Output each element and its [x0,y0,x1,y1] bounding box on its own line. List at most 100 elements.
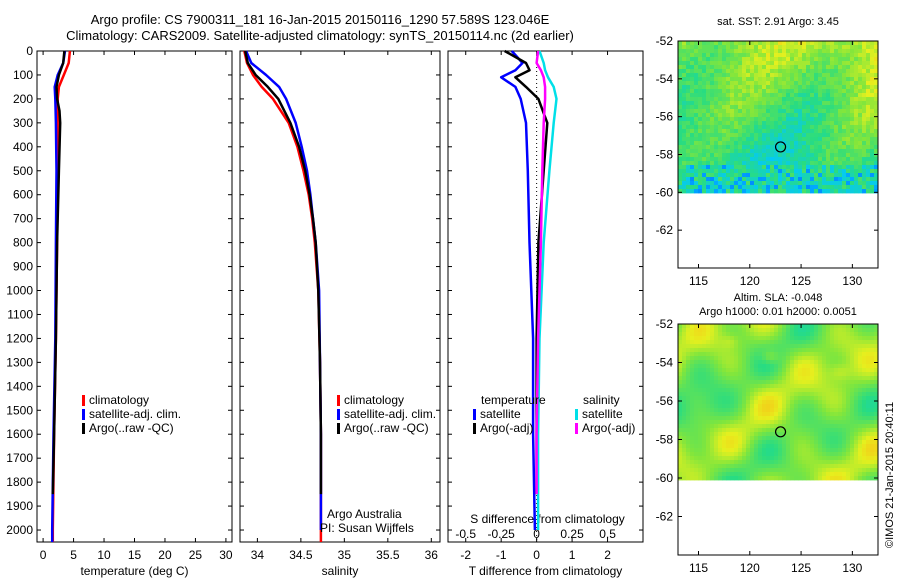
depth-tick-label: 300 [13,116,33,130]
difference-xtick-label: 0 [533,548,540,562]
temperature-frame [36,50,233,543]
legend-label: Argo(-adj) [480,421,533,435]
credit-line-1: Argo Australia [327,507,402,521]
temperature-xlabel: temperature (deg C) [80,564,188,578]
sst-map-xtick-label: 115 [689,274,708,288]
temperature-xtick-label: 0 [40,548,47,562]
legend-swatch [82,409,85,420]
difference-top-tick-label: -0.25 [488,527,516,541]
difference-top-tick-label: 0 [533,527,540,541]
sst-map-ytick-label: -56 [656,110,674,124]
sla-map-ytick-label: -56 [656,394,674,408]
climatology-line [243,50,323,542]
sst-map-ytick-label: -60 [656,185,674,199]
legend-swatch [575,409,578,420]
imos-stamp: ©IMOS 21-Jan-2015 20:40:11 [884,402,896,548]
legend-label: satellite [582,407,623,421]
sst-map-ytick-label: -58 [656,148,674,162]
salinity-panel: 34 34.5 35 35.5 36 salinity climatologysatelli… [239,50,441,578]
satellite-clim-line [244,50,323,530]
sal-diff-satellite-line [536,50,558,530]
sla-map-subtitle: Argo h1000: 0.01 h2000: 0.0051 [699,306,857,318]
sla-map-xtick-label: 115 [689,561,708,575]
sst-map-ytick-label: -54 [656,72,674,86]
depth-tick-label: 800 [13,236,33,250]
legend-label: satellite-adj. clim. [89,407,181,421]
sst-map-field [678,41,879,194]
argo-line [51,50,66,495]
depth-tick-label: 400 [13,140,33,154]
depth-tick-label: 900 [13,260,33,274]
sla-map-ytick-label: -60 [656,471,674,485]
depth-tick-label: 1700 [6,451,33,465]
credit-line-2: PI: Susan Wijffels [320,521,414,535]
temperature-panel: 0100200300400500600700800900100011001200… [6,44,233,578]
depth-tick-label: 0 [26,44,33,58]
sst-map-ytick-label: -52 [656,34,674,48]
sla-map-field [678,324,879,481]
legend-label: climatology [344,393,404,407]
difference-panel: -2 -1 0 1 2 T difference from climatology S di… [447,49,644,578]
depth-tick-label: 1600 [6,427,33,441]
legend-swatch [337,395,340,406]
depth-tick-label: 1000 [6,284,33,298]
depth-tick-label: 500 [13,164,33,178]
sst-map-panel: 115 120 125 130 -52 -54 -56 -58 -60 -62 sat. SST: … [656,16,879,288]
depth-tick-label: 1100 [7,307,33,321]
depth-tick-label: 1500 [6,403,33,417]
temperature-xtick-label: 30 [219,548,233,562]
depth-tick-label: 1200 [6,331,33,345]
title-line-1: Argo profile: CS 7900311_181 16-Jan-2015… [90,12,550,27]
difference-xtick-label: -2 [460,548,471,562]
legend-swatch [575,423,578,434]
argo-position-marker [774,141,787,153]
sla-map-ytick-label: -52 [656,317,674,331]
difference-top-label: S difference from climatology [470,512,625,526]
argo-position-marker [774,426,787,438]
depth-tick-label: 100 [13,68,33,82]
legend-swatch [337,409,340,420]
difference-xtick-label: -1 [496,548,507,562]
legend-swatch [82,423,85,434]
legend-label: climatology [89,393,149,407]
depth-tick-label: 1900 [6,499,33,513]
sla-map-ytick-label: -62 [656,510,674,524]
salinity-xtick-label: 35.5 [376,548,400,562]
title-line-2: Climatology: CARS2009. Satellite-adjuste… [66,28,574,43]
legend-label: Argo(-adj) [582,421,635,435]
difference-xtick-label: 2 [604,548,611,562]
depth-tick-label: 1800 [6,475,33,489]
sla-map-xtick-label: 120 [740,561,760,575]
sst-map-xtick-label: 130 [842,274,862,288]
sst-map-xtick-label: 125 [791,274,811,288]
legend-label: satellite-adj. clim. [344,407,436,421]
sal-diff-argo-line [535,50,547,495]
argo-line [243,50,323,495]
sla-map-ytick-label: -54 [656,356,674,370]
difference-xtick-label: 1 [569,548,576,562]
depth-tick-label: 1300 [6,355,33,369]
temperature-xtick-label: 5 [70,548,77,562]
depth-tick-label: 200 [13,92,33,106]
depth-tick-label: 600 [13,188,33,202]
legend-salinity-title: salinity [583,393,620,407]
legend-label: Argo(..raw -QC) [89,421,174,435]
legend-swatch [473,409,476,420]
sst-map-ytick-label: -62 [656,223,674,237]
salinity-xtick-label: 34 [251,548,265,562]
legend-swatch [473,423,476,434]
sla-map-title: Altim. SLA: -0.048 [734,292,823,304]
salinity-xtick-label: 35 [338,548,352,562]
sla-map-ytick-label: -58 [656,433,674,447]
depth-tick-label: 700 [13,212,33,226]
difference-frame [447,50,644,543]
salinity-xlabel: salinity [322,564,359,578]
temp-diff-satellite-line [499,50,537,531]
sla-map-xtick-label: 125 [791,561,811,575]
legend-swatch [82,395,85,406]
legend-label: Argo(..raw -QC) [344,421,429,435]
sst-map-title: sat. SST: 2.91 Argo: 3.45 [717,16,839,28]
salinity-xtick-label: 36 [425,548,439,562]
salinity-frame [239,50,441,543]
difference-top-tick-label: 0.5 [599,527,616,541]
